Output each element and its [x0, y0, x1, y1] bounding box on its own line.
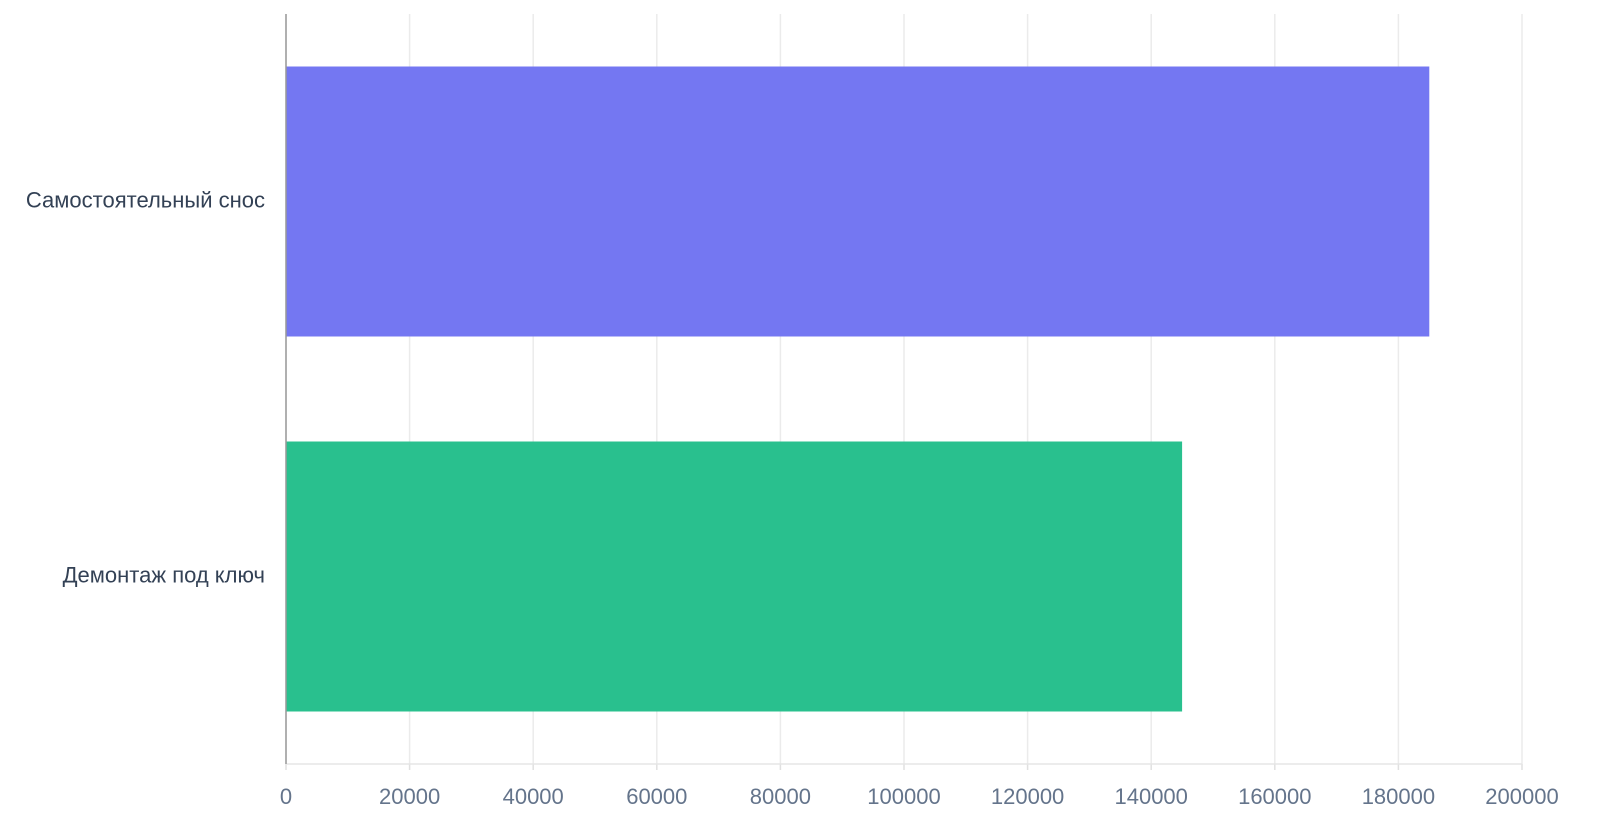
bar	[286, 66, 1430, 337]
bar	[286, 441, 1183, 712]
x-tick-label: 200000	[1485, 784, 1558, 809]
x-tick-label: 180000	[1362, 784, 1435, 809]
y-tick-label: Самостоятельный снос	[26, 187, 265, 212]
y-tick-label: Демонтаж под ключ	[63, 562, 265, 587]
x-tick-label: 60000	[626, 784, 687, 809]
x-tick-label: 100000	[867, 784, 940, 809]
x-tick-label: 120000	[991, 784, 1064, 809]
x-tick-label: 140000	[1114, 784, 1187, 809]
x-tick-label: 40000	[503, 784, 564, 809]
x-tick-label: 0	[280, 784, 292, 809]
x-tick-label: 160000	[1238, 784, 1311, 809]
x-tick-label: 80000	[750, 784, 811, 809]
x-tick-label: 20000	[379, 784, 440, 809]
